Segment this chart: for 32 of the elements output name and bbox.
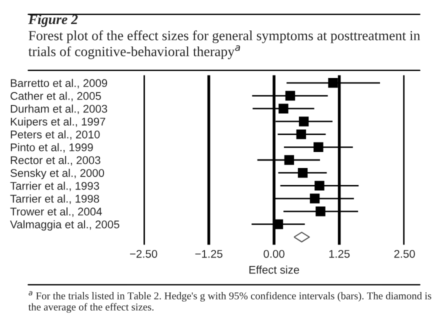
- x-tick-label: −1.25: [195, 250, 222, 258]
- y-tick-label: Peters et al., 2010: [10, 130, 100, 140]
- y-tick-label: Kuipers et al., 1997: [10, 117, 106, 128]
- point: [284, 155, 294, 165]
- point: [298, 116, 309, 126]
- point: [328, 78, 338, 88]
- point: [296, 129, 306, 140]
- x-tick-label: −2.50: [130, 250, 158, 258]
- point: [285, 90, 296, 101]
- text: $^{a}$ For the trials listed in Table 2. Hedge's g with 95% confidence intervals (bars). The diamond is the average of the effect sizes.: [28, 291, 432, 313]
- y-tick-label: Sensky et al., 2000: [10, 168, 104, 180]
- x-tick-label: 1.25: [329, 250, 350, 258]
- y-tick-label: Valmaggia et al., 2005: [10, 220, 120, 231]
- y-tick-label: Tarrier et al., 1998: [10, 194, 100, 204]
- x-tick-label: 2.50: [394, 250, 415, 258]
- chart-subtitle: Forest plot of the effect sizes for general symptoms at posttreatment in trials of cognitive-behavioral therapy$^{a}$: [28, 30, 420, 60]
- point: [298, 168, 308, 178]
- y-tick-label: Cather et al., 2005: [10, 92, 101, 102]
- y-tick-label: Rector et al., 2003: [10, 156, 100, 166]
- y-tick-label: Tarrier et al., 1993: [10, 182, 100, 192]
- point: [278, 104, 288, 114]
- y-tick-label: Durham et al., 2003: [10, 104, 108, 114]
- y-tick-label: Barretto et al., 2009: [10, 78, 108, 88]
- point: [316, 206, 326, 216]
- point: [314, 180, 324, 191]
- point: [314, 142, 324, 152]
- y-tick-label: Pinto et al., 1999: [10, 143, 93, 153]
- x-tick-label: 0.00: [264, 250, 284, 258]
- chart-title: Figure 2: [28, 14, 78, 27]
- point: [310, 194, 320, 204]
- x-axis-title: Effect size: [249, 266, 300, 274]
- y-tick-label: Trower et al., 2004: [10, 207, 102, 217]
